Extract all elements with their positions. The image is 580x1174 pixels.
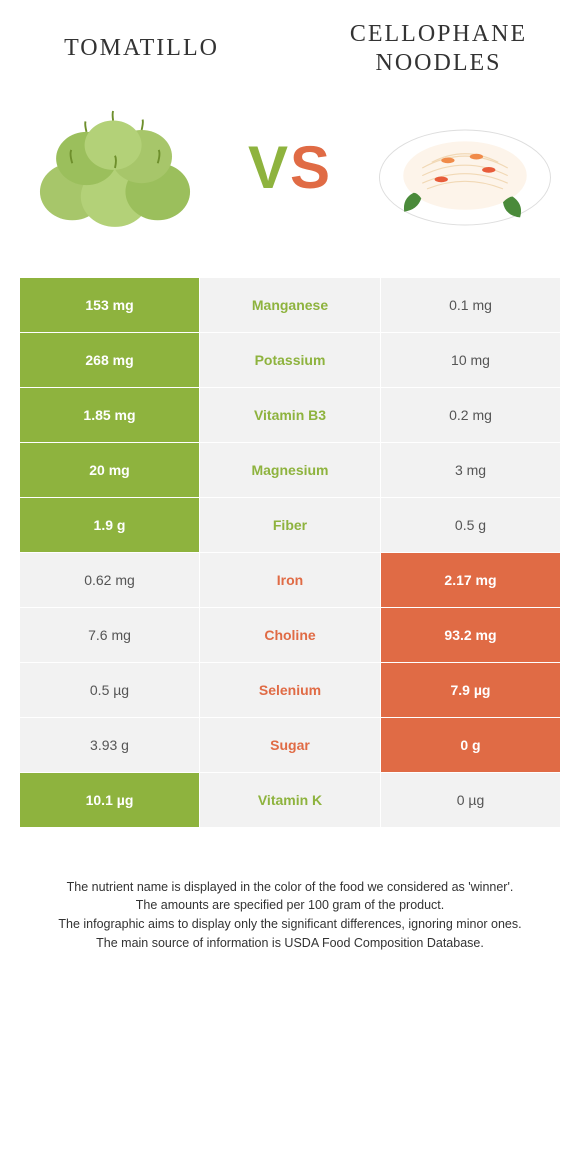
right-value: 7.9 µg	[380, 663, 560, 718]
right-food-title: Cellophane noodles	[317, 20, 560, 78]
left-value: 20 mg	[20, 443, 200, 498]
left-value: 0.62 mg	[20, 553, 200, 608]
left-value: 10.1 µg	[20, 773, 200, 828]
nutrient-name: Selenium	[200, 663, 380, 718]
left-value: 268 mg	[20, 333, 200, 388]
left-value: 153 mg	[20, 278, 200, 333]
vs-label: VS	[248, 133, 332, 202]
table-row: 10.1 µgVitamin K0 µg	[20, 773, 560, 828]
nutrient-name: Vitamin B3	[200, 388, 380, 443]
hero-row: VS	[20, 98, 560, 238]
nutrient-name: Magnesium	[200, 443, 380, 498]
left-value: 1.85 mg	[20, 388, 200, 443]
vs-v: V	[248, 133, 290, 202]
nutrient-table: 153 mgManganese0.1 mg268 mgPotassium10 m…	[20, 278, 560, 828]
nutrient-name: Manganese	[200, 278, 380, 333]
nutrient-name: Potassium	[200, 333, 380, 388]
left-food-title: Tomatillo	[20, 35, 263, 62]
nutrient-name: Iron	[200, 553, 380, 608]
right-value: 0.2 mg	[380, 388, 560, 443]
nutrient-name: Choline	[200, 608, 380, 663]
table-row: 1.9 gFiber0.5 g	[20, 498, 560, 553]
table-row: 3.93 gSugar0 g	[20, 718, 560, 773]
table-row: 1.85 mgVitamin B30.2 mg	[20, 388, 560, 443]
title-row: Tomatillo Cellophane noodles	[20, 20, 560, 78]
vs-s: S	[290, 133, 332, 202]
right-value: 0 g	[380, 718, 560, 773]
left-value: 1.9 g	[20, 498, 200, 553]
footer-line: The main source of information is USDA F…	[30, 934, 550, 953]
table-row: 153 mgManganese0.1 mg	[20, 278, 560, 333]
nutrient-name: Sugar	[200, 718, 380, 773]
table-row: 7.6 mgCholine93.2 mg	[20, 608, 560, 663]
table-row: 20 mgMagnesium3 mg	[20, 443, 560, 498]
right-value: 2.17 mg	[380, 553, 560, 608]
left-food-image	[20, 98, 210, 238]
table-row: 0.62 mgIron2.17 mg	[20, 553, 560, 608]
right-value: 93.2 mg	[380, 608, 560, 663]
comparison-infographic: Tomatillo Cellophane noodles VS	[0, 0, 580, 953]
nutrient-name: Vitamin K	[200, 773, 380, 828]
right-value: 10 mg	[380, 333, 560, 388]
left-value: 0.5 µg	[20, 663, 200, 718]
footer-line: The nutrient name is displayed in the co…	[30, 878, 550, 897]
right-value: 0 µg	[380, 773, 560, 828]
footer-line: The infographic aims to display only the…	[30, 915, 550, 934]
left-value: 3.93 g	[20, 718, 200, 773]
nutrient-name: Fiber	[200, 498, 380, 553]
left-value: 7.6 mg	[20, 608, 200, 663]
right-food-image	[370, 98, 560, 238]
footer-notes: The nutrient name is displayed in the co…	[20, 878, 560, 953]
right-value: 0.1 mg	[380, 278, 560, 333]
footer-line: The amounts are specified per 100 gram o…	[30, 896, 550, 915]
right-value: 3 mg	[380, 443, 560, 498]
right-value: 0.5 g	[380, 498, 560, 553]
table-row: 268 mgPotassium10 mg	[20, 333, 560, 388]
table-row: 0.5 µgSelenium7.9 µg	[20, 663, 560, 718]
